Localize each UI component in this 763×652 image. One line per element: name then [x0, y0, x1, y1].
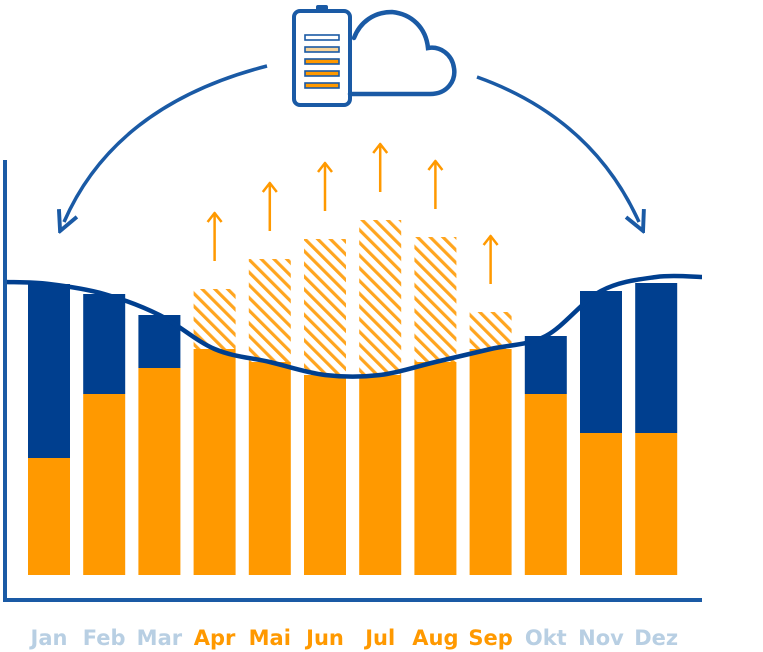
bar-feb-segment-2 [83, 294, 126, 394]
month-label-mai: Mai [249, 626, 291, 650]
battery-icon [292, 5, 352, 107]
bar-okt-segment-1 [524, 394, 567, 575]
bar-dez-segment-1 [635, 433, 678, 575]
cloud-icon [347, 9, 457, 97]
bar-aug-segment-3 [414, 237, 457, 362]
month-label-nov: Nov [578, 626, 624, 650]
month-label-feb: Feb [83, 626, 126, 650]
bar-jan-segment-1 [28, 458, 70, 575]
surplus-arrow-aug [427, 159, 444, 209]
surplus-arrow-apr [206, 211, 223, 261]
bar-jun-segment-3 [304, 239, 346, 375]
bar-mai-segment-1 [248, 362, 291, 575]
bar-dez-segment-2 [635, 283, 678, 433]
surplus-arrow-sep [482, 234, 499, 284]
month-label-jun: Jun [304, 626, 344, 650]
surplus-arrow-jul [372, 142, 389, 192]
bar-jun-segment-1 [304, 375, 346, 575]
bars-layer [28, 220, 678, 575]
month-label-dez: Dez [634, 626, 678, 650]
month-label-jul: Jul [363, 626, 395, 650]
curve-layer [5, 273, 703, 379]
bar-sep-segment-1 [469, 349, 512, 575]
month-labels: Jan Feb Mar Apr Mai Jun Jul Aug Sep Okt Nov Dez [29, 626, 679, 650]
month-label-okt: Okt [525, 626, 567, 650]
bar-nov-segment-1 [580, 433, 622, 575]
bar-aug-segment-1 [414, 362, 457, 575]
arrows-layer [206, 142, 499, 284]
month-label-jan: Jan [29, 626, 68, 650]
bar-jul-segment-3 [359, 220, 402, 375]
surplus-arrow-mai [261, 181, 278, 231]
bar-nov-segment-2 [580, 291, 622, 433]
bar-apr-segment-1 [193, 349, 236, 575]
month-label-mar: Mar [137, 626, 183, 650]
surplus-arrow-jun [317, 161, 333, 211]
bar-okt-segment-2 [524, 336, 567, 394]
month-label-sep: Sep [468, 626, 512, 650]
bar-mai-segment-3 [248, 259, 291, 362]
bar-jul-segment-1 [359, 375, 402, 575]
demand-curve [5, 273, 703, 379]
month-label-aug: Aug [412, 626, 458, 650]
month-label-apr: Apr [194, 626, 236, 650]
bar-mar-segment-1 [138, 368, 181, 575]
redistribution-arrow-right [476, 75, 639, 222]
bar-jan-segment-2 [28, 284, 70, 458]
bar-feb-segment-1 [83, 394, 126, 575]
redistribution-arrow-left [64, 64, 268, 222]
bar-sep-segment-3 [469, 312, 512, 349]
